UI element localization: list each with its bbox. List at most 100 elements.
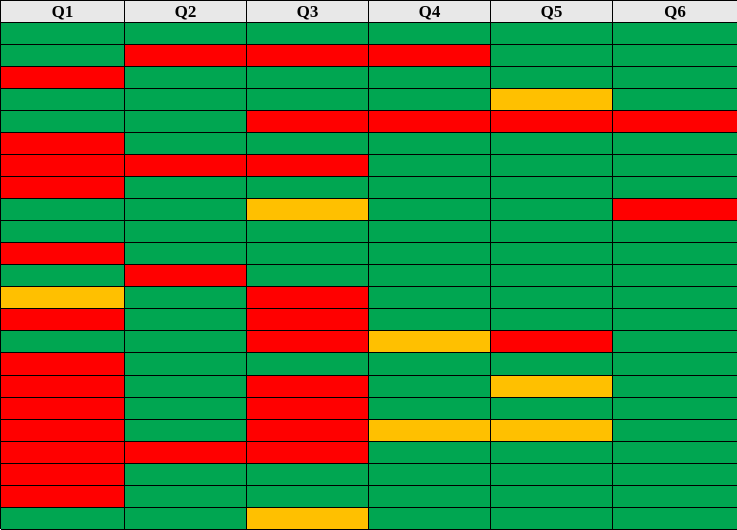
heatmap-cell-r6-q4 [369, 133, 491, 156]
heatmap-cell-r5-q2 [125, 111, 247, 134]
heatmap-cell-r7-q2 [125, 155, 247, 178]
heatmap-cell-r2-q1 [1, 45, 125, 68]
heatmap-cell-r22-q5 [491, 485, 613, 508]
heatmap-cell-r1-q6 [613, 23, 737, 46]
heatmap-cell-r19-q2 [125, 419, 247, 442]
heatmap-cell-r15-q2 [125, 331, 247, 354]
heatmap-cell-r13-q1 [1, 287, 125, 310]
heatmap-cell-r6-q6 [613, 133, 737, 156]
heatmap-cell-r14-q2 [125, 309, 247, 332]
heatmap-cell-r21-q2 [125, 463, 247, 486]
heatmap-cell-r9-q1 [1, 199, 125, 222]
heatmap-cell-r8-q4 [369, 177, 491, 200]
heatmap-cell-r16-q4 [369, 353, 491, 376]
heatmap-cell-r16-q6 [613, 353, 737, 376]
heatmap-cell-r22-q4 [369, 485, 491, 508]
heatmap-cell-r5-q5 [491, 111, 613, 134]
heatmap-cell-r22-q2 [125, 485, 247, 508]
heatmap-cell-r7-q6 [613, 155, 737, 178]
heatmap-cell-r5-q1 [1, 111, 125, 134]
heatmap-cell-r5-q4 [369, 111, 491, 134]
heatmap-cell-r17-q3 [247, 375, 369, 398]
heatmap-cell-r3-q1 [1, 67, 125, 90]
heatmap-cell-r17-q1 [1, 375, 125, 398]
heatmap-cell-r23-q4 [369, 507, 491, 530]
heatmap-cell-r20-q5 [491, 441, 613, 464]
column-header-q1: Q1 [1, 1, 125, 23]
heatmap-cell-r14-q3 [247, 309, 369, 332]
heatmap-cell-r11-q1 [1, 243, 125, 266]
heatmap-cell-r2-q4 [369, 45, 491, 68]
heatmap-cell-r17-q4 [369, 375, 491, 398]
heatmap-cell-r23-q2 [125, 507, 247, 530]
heatmap-cell-r18-q6 [613, 397, 737, 420]
heatmap-cell-r2-q5 [491, 45, 613, 68]
heatmap-cell-r7-q4 [369, 155, 491, 178]
heatmap-cell-r4-q3 [247, 89, 369, 112]
heatmap-cell-r16-q2 [125, 353, 247, 376]
heatmap-cell-r14-q6 [613, 309, 737, 332]
heatmap-cell-r11-q6 [613, 243, 737, 266]
heatmap-cell-r12-q4 [369, 265, 491, 288]
heatmap-cell-r16-q3 [247, 353, 369, 376]
heatmap-cell-r1-q5 [491, 23, 613, 46]
heatmap-cell-r8-q5 [491, 177, 613, 200]
heatmap-cell-r5-q6 [613, 111, 737, 134]
heatmap-cell-r14-q4 [369, 309, 491, 332]
heatmap-cell-r3-q3 [247, 67, 369, 90]
heatmap-cell-r22-q1 [1, 485, 125, 508]
heatmap-cell-r4-q2 [125, 89, 247, 112]
heatmap-cell-r2-q2 [125, 45, 247, 68]
column-header-q2: Q2 [125, 1, 247, 23]
heatmap-cell-r21-q3 [247, 463, 369, 486]
heatmap-cell-r6-q2 [125, 133, 247, 156]
heatmap-cell-r6-q1 [1, 133, 125, 156]
heatmap-cell-r21-q6 [613, 463, 737, 486]
heatmap-cell-r12-q1 [1, 265, 125, 288]
heatmap-cell-r18-q4 [369, 397, 491, 420]
heatmap-cell-r11-q4 [369, 243, 491, 266]
heatmap-cell-r9-q2 [125, 199, 247, 222]
heatmap-cell-r19-q3 [247, 419, 369, 442]
heatmap-cell-r20-q1 [1, 441, 125, 464]
heatmap-cell-r1-q1 [1, 23, 125, 46]
heatmap-cell-r18-q1 [1, 397, 125, 420]
heatmap-cell-r15-q3 [247, 331, 369, 354]
heatmap-cell-r8-q1 [1, 177, 125, 200]
heatmap-cell-r9-q3 [247, 199, 369, 222]
heatmap-cell-r9-q6 [613, 199, 737, 222]
heatmap-cell-r9-q5 [491, 199, 613, 222]
heatmap-cell-r18-q2 [125, 397, 247, 420]
heatmap-cell-r16-q5 [491, 353, 613, 376]
heatmap-cell-r15-q5 [491, 331, 613, 354]
heatmap-cell-r20-q2 [125, 441, 247, 464]
heatmap-cell-r19-q6 [613, 419, 737, 442]
heatmap-cell-r23-q3 [247, 507, 369, 530]
heatmap-cell-r3-q5 [491, 67, 613, 90]
heatmap-cell-r15-q6 [613, 331, 737, 354]
heatmap-cell-r6-q3 [247, 133, 369, 156]
heatmap-cell-r12-q3 [247, 265, 369, 288]
heatmap-cell-r13-q2 [125, 287, 247, 310]
heatmap-cell-r12-q6 [613, 265, 737, 288]
heatmap-cell-r11-q3 [247, 243, 369, 266]
heatmap-cell-r10-q4 [369, 221, 491, 244]
heatmap-cell-r20-q3 [247, 441, 369, 464]
heatmap-cell-r10-q1 [1, 221, 125, 244]
heatmap-cell-r8-q6 [613, 177, 737, 200]
heatmap-cell-r19-q1 [1, 419, 125, 442]
heatmap-cell-r21-q4 [369, 463, 491, 486]
heatmap-cell-r3-q6 [613, 67, 737, 90]
heatmap-cell-r12-q5 [491, 265, 613, 288]
heatmap-cell-r7-q1 [1, 155, 125, 178]
heatmap-cell-r8-q3 [247, 177, 369, 200]
heatmap-cell-r23-q6 [613, 507, 737, 530]
heatmap-cell-r4-q6 [613, 89, 737, 112]
heatmap-cell-r18-q3 [247, 397, 369, 420]
heatmap-cell-r17-q2 [125, 375, 247, 398]
heatmap-cell-r4-q4 [369, 89, 491, 112]
heatmap-cell-r10-q3 [247, 221, 369, 244]
heatmap-cell-r18-q5 [491, 397, 613, 420]
heatmap-cell-r21-q1 [1, 463, 125, 486]
